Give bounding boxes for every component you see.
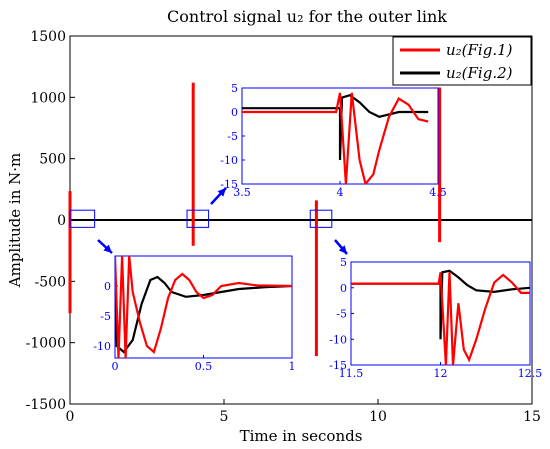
zoom-arrow-head bbox=[217, 188, 226, 197]
x-tick-label: 10 bbox=[369, 409, 387, 425]
inset-y-tick-label: 5 bbox=[231, 82, 238, 95]
y-tick-label: -1500 bbox=[26, 397, 66, 413]
inset-y-tick-label: -5 bbox=[336, 308, 347, 321]
y-axis-label: Amplitude in N·m bbox=[6, 153, 24, 289]
x-tick-label: 15 bbox=[523, 409, 541, 425]
inset-x-tick-label: 0.5 bbox=[195, 360, 213, 373]
inset-y-tick-label: 0 bbox=[231, 106, 238, 119]
inset-c: 11.5 12 12.5 -15 -10 -5 0 5 bbox=[329, 256, 542, 380]
inset-x-tick-label: 12.5 bbox=[518, 367, 543, 380]
inset-a: 3.5 4 4.5 -15 -10 -5 0 5 bbox=[220, 82, 446, 199]
inset-series-fig2 bbox=[242, 93, 429, 161]
y-tick-label: -500 bbox=[35, 274, 66, 290]
inset-y-tick-label: 0 bbox=[340, 282, 347, 295]
legend: u₂(Fig.1) u₂(Fig.2) bbox=[392, 36, 532, 86]
inset-y-tick-label: -10 bbox=[93, 340, 111, 353]
inset-y-tick-label: -10 bbox=[329, 333, 347, 346]
inset-y-tick-label: -10 bbox=[220, 154, 238, 167]
y-tick-label: 1500 bbox=[30, 29, 66, 45]
y-tick-label: 1000 bbox=[30, 90, 66, 106]
y-tick-label: -1000 bbox=[26, 336, 66, 352]
legend-box bbox=[392, 36, 532, 86]
zoom-box bbox=[69, 209, 96, 228]
zoom-box bbox=[309, 209, 333, 228]
zoom-arrow-head bbox=[103, 244, 112, 253]
inset-x-tick-label: 3.5 bbox=[233, 186, 251, 199]
inset-b: 0 0.5 1 -10 -5 0 bbox=[93, 255, 296, 373]
chart-title: Control signal u₂ for the outer link bbox=[167, 7, 447, 26]
inset-x-tick-label: 4 bbox=[337, 186, 344, 199]
inset-x-tick-label: 4.5 bbox=[429, 186, 447, 199]
x-tick-label: 5 bbox=[220, 409, 229, 425]
inset-series-fig1 bbox=[115, 256, 292, 358]
legend-label-fig1: u₂(Fig.1) bbox=[446, 41, 513, 59]
zoom-arrow-head bbox=[338, 245, 347, 254]
inset-series-fig1 bbox=[242, 92, 429, 184]
inset-x-tick-label: 0 bbox=[112, 360, 119, 373]
inset-y-tick-label: 0 bbox=[104, 280, 111, 293]
x-axis-label: Time in seconds bbox=[240, 427, 363, 445]
inset-y-tick-label: -5 bbox=[100, 310, 111, 323]
inset-y-tick-label: 5 bbox=[340, 256, 347, 269]
inset-x-tick-label: 11.5 bbox=[339, 367, 364, 380]
inset-series-fig2 bbox=[351, 269, 530, 340]
inset-x-tick-label: 1 bbox=[289, 360, 296, 373]
inset-y-tick-label: -15 bbox=[220, 178, 238, 191]
inset-y-tick-label: -15 bbox=[329, 359, 347, 372]
x-tick-label: 0 bbox=[66, 409, 75, 425]
zoom-box bbox=[186, 209, 210, 228]
inset-x-tick-label: 12 bbox=[434, 367, 448, 380]
legend-label-fig2: u₂(Fig.2) bbox=[446, 64, 513, 82]
y-tick-label: 0 bbox=[57, 213, 66, 229]
y-tick-label: 500 bbox=[39, 152, 66, 168]
inset-series-fig1 bbox=[351, 272, 530, 365]
inset-y-tick-label: -5 bbox=[227, 130, 238, 143]
